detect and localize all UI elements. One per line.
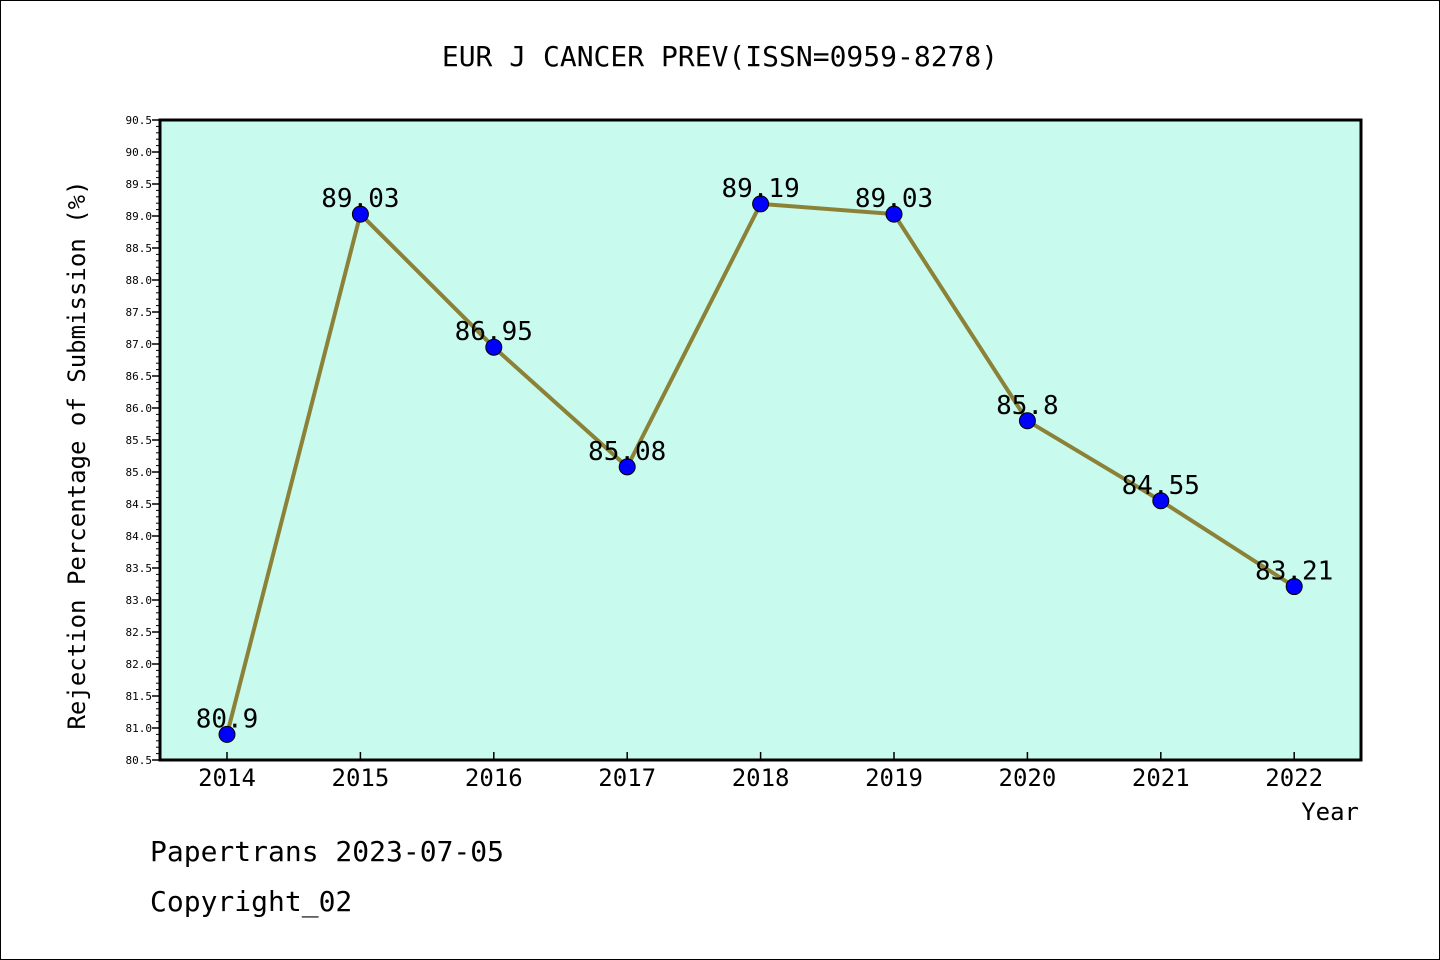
x-tick-label: 2021 <box>1132 764 1190 792</box>
y-tick-label: 87.5 <box>126 306 153 319</box>
y-axis: 80.5 81.0 81.5 82.0 82.5 83.0 83.5 84.0 84.5 85.0… <box>126 114 160 767</box>
data-point <box>885 205 903 223</box>
data-label: 89.19 <box>721 174 799 204</box>
x-tick-label: 2022 <box>1265 764 1323 792</box>
data-label: 85.08 <box>588 437 666 467</box>
data-point <box>1152 492 1170 510</box>
x-tick-label: 2019 <box>865 764 923 792</box>
data-point <box>752 195 770 213</box>
x-tick-label: 2017 <box>598 764 656 792</box>
y-tick-label: 85.5 <box>126 434 153 447</box>
y-tick-label: 85.0 <box>126 466 153 479</box>
y-tick-label: 83.0 <box>126 594 153 607</box>
y-tick-label: 83.5 <box>126 562 153 575</box>
data-label: 86.95 <box>455 317 533 347</box>
y-tick-label: 89.5 <box>126 178 153 191</box>
y-tick-label: 89.0 <box>126 210 153 223</box>
data-label: 89.03 <box>321 184 399 214</box>
plot-area <box>158 118 1363 762</box>
y-tick-label: 88.5 <box>126 242 153 255</box>
data-point <box>1285 578 1303 596</box>
y-tick-label: 90.5 <box>126 114 153 127</box>
x-tick-label: 2014 <box>198 764 256 792</box>
x-tick-label: 2015 <box>332 764 390 792</box>
footer-source: Papertrans 2023-07-05 <box>150 835 505 868</box>
data-label: 83.21 <box>1255 557 1333 587</box>
y-tick-label: 90.0 <box>126 146 153 159</box>
x-tick-label: 2016 <box>465 764 523 792</box>
data-label: 84.55 <box>1122 471 1200 501</box>
y-tick-label: 86.0 <box>126 402 153 415</box>
series-group: 80.9 89.03 86.95 85.08 89.19 89.03 85.8 84.55 83… <box>196 174 1333 743</box>
data-label: 89.03 <box>855 184 933 214</box>
y-tick-label: 84.5 <box>126 498 153 511</box>
y-tick-label: 82.5 <box>126 626 153 639</box>
data-label: 85.8 <box>996 391 1059 421</box>
data-point <box>351 205 369 223</box>
y-tick-label: 81.0 <box>126 722 153 735</box>
y-axis-label: Rejection Percentage of Submission (%) <box>63 180 91 729</box>
chart-title: EUR J CANCER PREV(ISSN=0959-8278) <box>442 40 998 73</box>
y-tick-label: 81.5 <box>126 690 153 703</box>
x-axis: 2014 2015 2016 2017 2018 2019 2020 2021 2022 <box>198 752 1323 792</box>
x-axis-label: Year <box>1301 798 1359 826</box>
y-tick-label: 82.0 <box>126 658 153 671</box>
data-point <box>618 458 636 476</box>
footer-copyright: Copyright_02 <box>150 885 353 918</box>
x-tick-label: 2020 <box>999 764 1057 792</box>
y-tick-label: 87.0 <box>126 338 153 351</box>
data-label: 80.9 <box>196 704 259 734</box>
data-point <box>485 338 503 356</box>
data-point <box>1018 412 1036 430</box>
y-tick-label: 84.0 <box>126 530 153 543</box>
x-tick-label: 2018 <box>732 764 790 792</box>
data-point <box>218 725 236 743</box>
y-tick-label: 80.5 <box>126 754 153 767</box>
y-tick-label: 86.5 <box>126 370 153 383</box>
y-tick-label: 88.0 <box>126 274 153 287</box>
